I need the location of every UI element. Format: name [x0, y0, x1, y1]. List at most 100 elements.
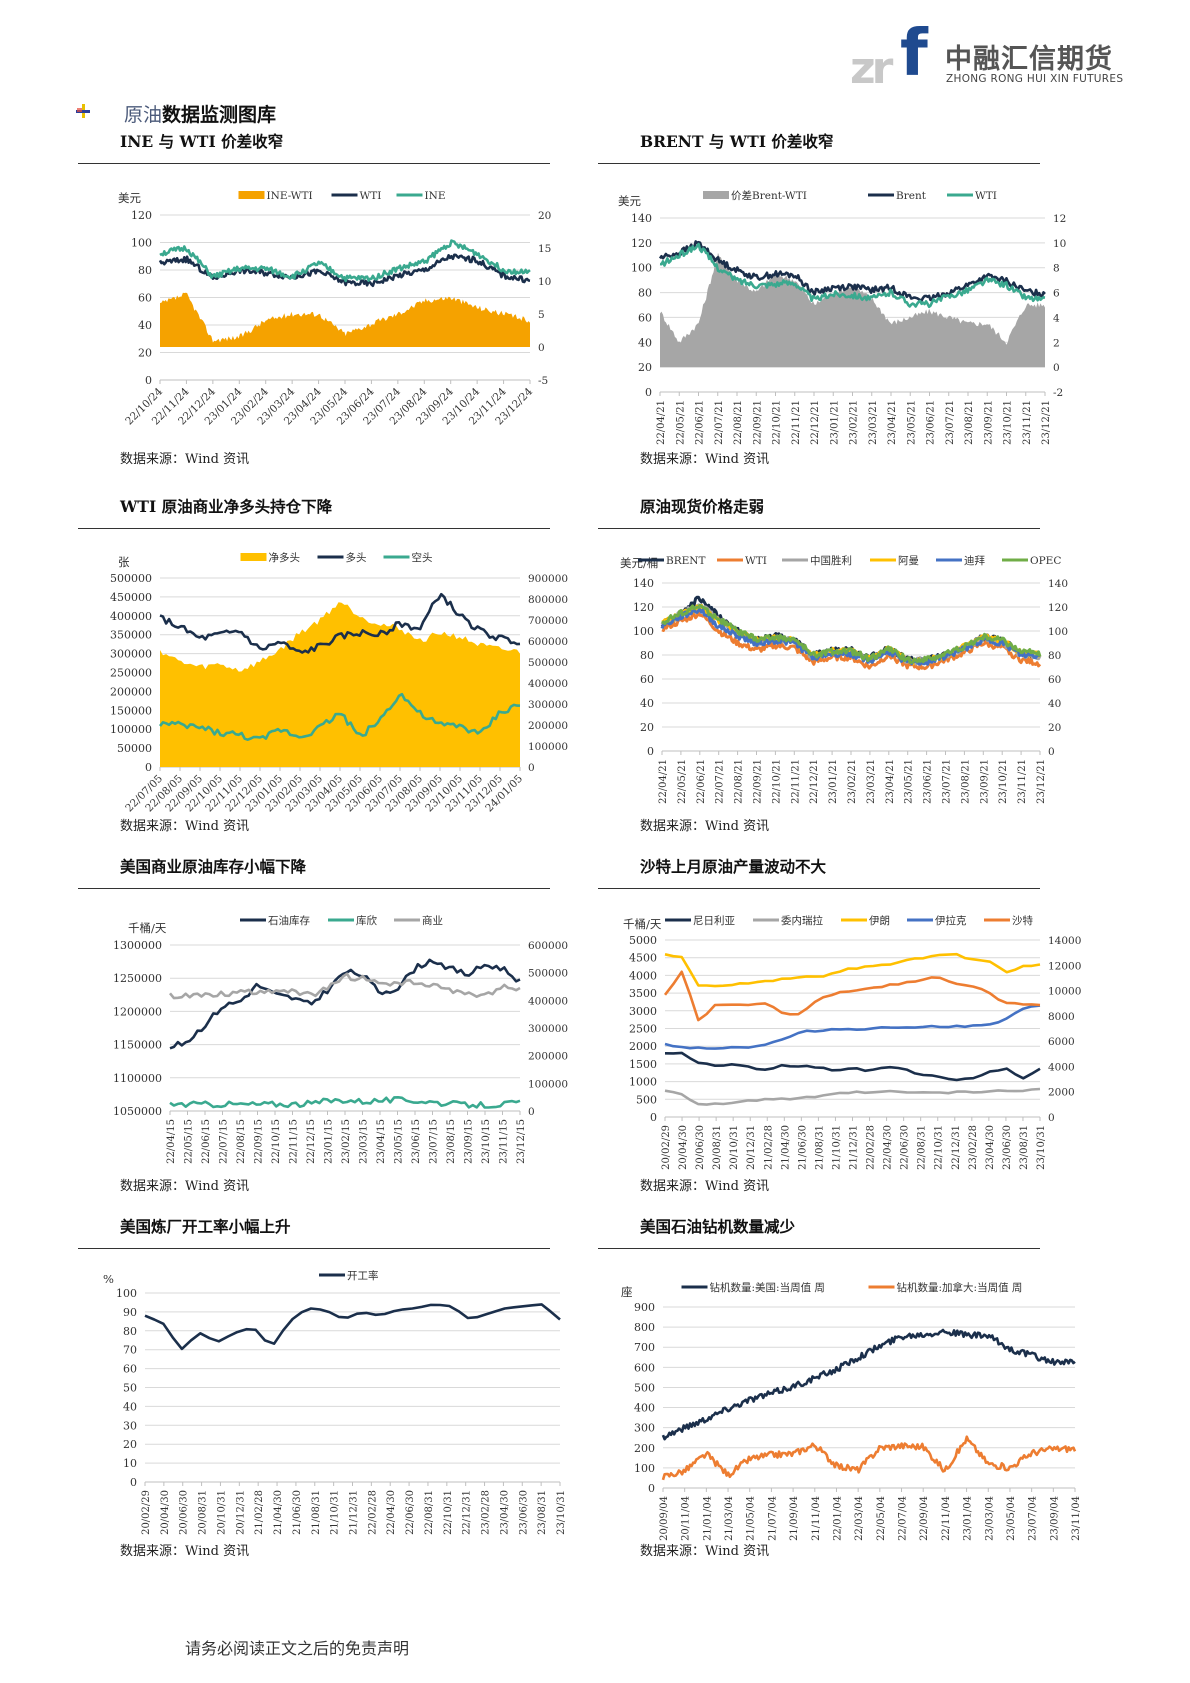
x-tick-label: 23/06/21	[926, 400, 937, 445]
y-tick-label: 20	[123, 1438, 137, 1451]
y2-tick-label: 0	[528, 762, 535, 774]
x-tick-label: 23/12/15	[516, 1119, 527, 1164]
x-tick-label: 23/10/05	[423, 773, 465, 815]
x-tick-label: 21/05/04	[746, 1496, 757, 1541]
x-tick-label: 23/08/21	[960, 759, 971, 804]
x-tick-label: 23/12/21	[1041, 400, 1052, 445]
x-tick-label: 23/02/15	[341, 1119, 352, 1164]
legend-label: BRENT	[666, 555, 705, 567]
chart-title: 美国炼厂开工率小幅上升	[120, 1217, 291, 1236]
x-tick-label: 22/11/24	[150, 385, 192, 427]
x-tick-label: 23/12/05	[463, 773, 505, 815]
x-tick-label: 23/11/15	[499, 1119, 510, 1164]
y-tick-label: 350000	[110, 629, 152, 642]
x-tick-label: 22/06/30	[405, 1490, 416, 1535]
data-source-note: 数据来源：Wind 资讯	[120, 1179, 250, 1194]
x-tick-label: 21/07/04	[767, 1496, 778, 1541]
y-tick-label: 500	[636, 1093, 657, 1106]
y-tick-label: 1000	[629, 1076, 657, 1089]
y-tick-label: 50000	[117, 742, 152, 755]
x-tick-label: 23/07/05	[363, 773, 405, 815]
x-tick-label: 22/07/05	[123, 773, 165, 815]
y2-tick-label: -2	[1053, 387, 1063, 399]
legend-swatch	[681, 1285, 708, 1289]
x-tick-label: 23/12/21	[1036, 759, 1047, 804]
x-tick-label: 23/11/24	[467, 385, 509, 427]
x-tick-label: 21/08/31	[814, 1125, 825, 1170]
x-tick-label: 23/09/05	[403, 773, 445, 815]
x-tick-label: 23/03/24	[255, 385, 297, 427]
x-tick-label: 23/06/30	[1002, 1125, 1013, 1170]
y2-tick-label: 10	[1053, 238, 1066, 250]
y2-tick-label: 100000	[528, 1078, 568, 1090]
x-tick-label: 22/10/21	[771, 759, 782, 804]
y-tick-label: 30	[123, 1419, 137, 1432]
logo-english-name: ZHONG RONG HUI XIN FUTURES	[946, 73, 1124, 85]
x-tick-label: 23/03/05	[283, 773, 325, 815]
y-tick-label: 140	[633, 577, 654, 590]
data-source-note: 数据来源：Wind 资讯	[640, 452, 770, 467]
x-tick-label: 23/09/24	[414, 385, 456, 427]
legend-label: 尼日利亚	[693, 915, 735, 927]
y-tick-label: 10	[123, 1457, 137, 1470]
x-tick-label: 20/04/30	[678, 1125, 689, 1170]
data-source-note: 数据来源：Wind 资讯	[120, 452, 250, 467]
x-tick-label: 20/08/31	[712, 1125, 723, 1170]
x-tick-label: 23/07/15	[429, 1119, 440, 1164]
y-tick-label: 2500	[629, 1023, 657, 1036]
x-tick-label: 21/11/04	[811, 1496, 822, 1541]
y-tick-label: 3000	[629, 1005, 657, 1018]
x-tick-label: 22/10/05	[183, 773, 225, 815]
data-source-note: 数据来源：Wind 资讯	[640, 1544, 770, 1559]
y2-tick-label: 900000	[528, 573, 568, 585]
legend-swatch	[1002, 558, 1028, 562]
y-tick-label: 5000	[629, 934, 657, 947]
x-tick-label: 23/06/21	[923, 759, 934, 804]
x-tick-label: 21/10/31	[330, 1490, 341, 1535]
x-tick-label: 22/08/31	[917, 1125, 928, 1170]
y2-tick-label: -5	[538, 375, 548, 387]
y2-tick-label: 2	[1053, 337, 1060, 349]
x-tick-label: 22/12/24	[176, 385, 218, 427]
legend-label: 中国胜利	[810, 554, 852, 567]
x-tick-label: 22/08/31	[424, 1490, 435, 1535]
y-unit-label: 美元	[118, 191, 141, 205]
y-unit-label: 千桶/天	[623, 917, 662, 931]
legend-swatch	[782, 558, 808, 562]
x-tick-label: 23/10/24	[440, 385, 482, 427]
x-tick-label: 22/05/21	[677, 759, 688, 804]
y-tick-label: 300000	[110, 648, 152, 661]
chart-title: WTI 原油商业净多头持仓下降	[120, 497, 333, 516]
section-title-part-a: 原油	[124, 104, 163, 126]
x-tick-label: 23/06/05	[343, 773, 385, 815]
legend-swatch	[238, 191, 265, 199]
y-unit-label: 美元/桶	[620, 556, 658, 570]
y2-tick-label: 10	[538, 276, 551, 288]
x-tick-label: 22/02/28	[367, 1490, 378, 1535]
x-tick-label: 20/10/31	[216, 1490, 227, 1535]
series-line-1	[664, 1051, 1041, 1082]
x-tick-label: 22/05/04	[876, 1496, 887, 1541]
x-tick-label: 23/05/05	[323, 773, 365, 815]
x-tick-label: 21/06/30	[292, 1490, 303, 1535]
legend-swatch	[947, 193, 973, 197]
legend-label: WTI	[360, 190, 382, 202]
y-tick-label: 4500	[629, 952, 657, 965]
legend-label: 石油库存	[268, 914, 310, 927]
y2-tick-label: 80	[1048, 650, 1061, 662]
x-tick-label: 23/08/31	[1019, 1125, 1030, 1170]
y2-tick-label: 8000	[1048, 1011, 1075, 1023]
y-tick-label: 700	[634, 1341, 655, 1354]
x-tick-label: 22/08/21	[734, 759, 745, 804]
y-tick-label: 90	[123, 1306, 137, 1319]
y2-tick-label: 12	[1053, 213, 1066, 225]
y-tick-label: 20	[638, 361, 652, 374]
y-tick-label: 1300000	[113, 939, 162, 952]
x-tick-label: 23/06/30	[518, 1490, 529, 1535]
x-tick-label: 23/04/21	[885, 759, 896, 804]
y2-tick-label: 2000	[1048, 1087, 1075, 1099]
series-line-5	[660, 608, 1041, 666]
title-divider	[78, 528, 550, 529]
legend-swatch	[868, 193, 894, 197]
